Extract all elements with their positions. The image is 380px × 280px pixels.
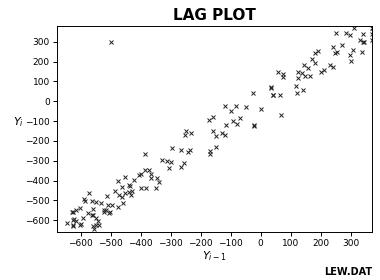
Title: LAG PLOT: LAG PLOT	[173, 8, 256, 23]
X-axis label: $Y_{i-1}$: $Y_{i-1}$	[202, 249, 226, 263]
Text: LEW.DAT: LEW.DAT	[324, 267, 372, 277]
Y-axis label: $Y_i$: $Y_i$	[13, 115, 24, 129]
